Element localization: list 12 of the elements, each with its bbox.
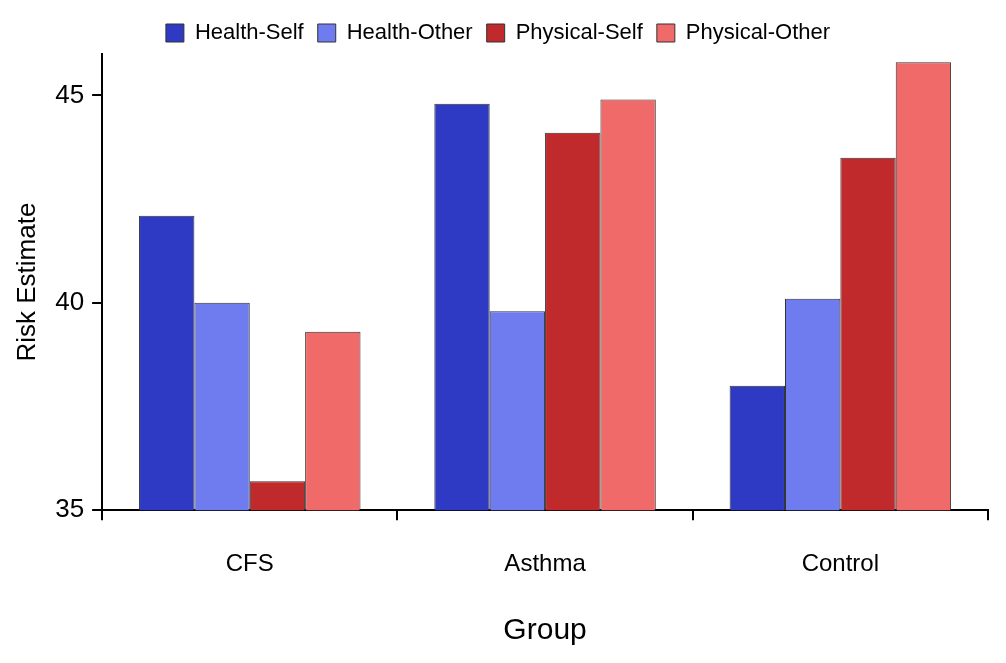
y-axis-title: Risk Estimate [10, 202, 41, 362]
y-tick-label: 40 [55, 286, 85, 317]
x-tick-label: Control [801, 549, 880, 577]
y-tick-label: 45 [55, 78, 85, 109]
legend-label: Physical-Other [685, 19, 831, 45]
y-tick-label: 35 [55, 493, 85, 524]
legend-label: Physical-Self [515, 19, 644, 45]
x-tick-label: CFS [225, 549, 274, 577]
legend-label: Health-Other [346, 19, 473, 45]
legend-label: Health-Self [194, 19, 305, 45]
x-axis-title: Group [503, 612, 587, 646]
x-tick-label: Asthma [504, 549, 587, 577]
